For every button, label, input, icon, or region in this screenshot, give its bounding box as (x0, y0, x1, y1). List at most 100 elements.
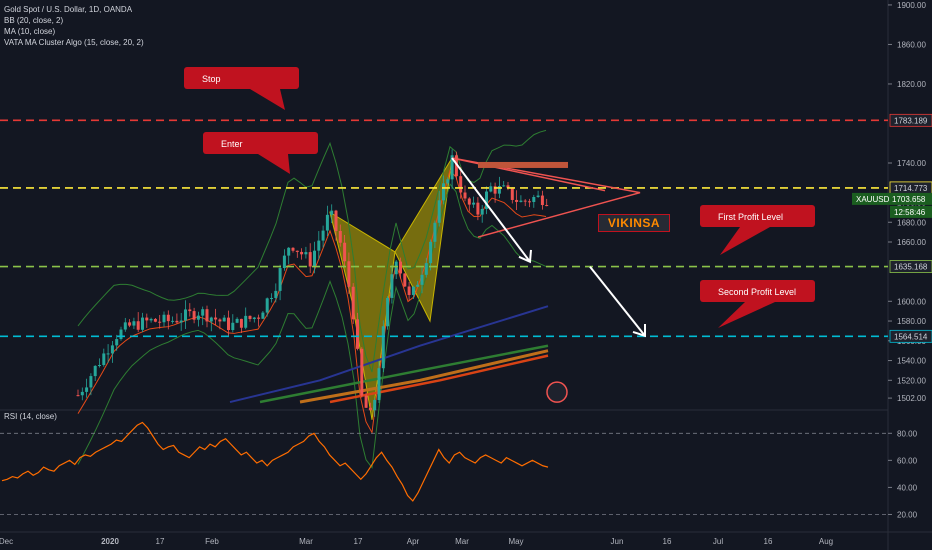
candle-body (381, 326, 385, 369)
candle-body (300, 251, 304, 255)
price-axis[interactable]: 1900.001860.001820.001740.001700.001680.… (852, 1, 932, 520)
candle-body (403, 273, 407, 287)
rsi-tick-label: 60.00 (897, 456, 918, 465)
legend-ma[interactable]: MA (10, close) (4, 27, 56, 36)
enter-callout-pointer (258, 154, 290, 174)
candle-body (540, 195, 544, 206)
candle-body (76, 395, 80, 397)
candle-body (248, 315, 252, 320)
second-profit-callout-label: Second Profit Level (718, 287, 797, 297)
candle-body (528, 201, 531, 203)
time-tick-label: 16 (764, 537, 773, 546)
candle-body (257, 317, 261, 319)
price-tick-label: 1520.00 (897, 376, 926, 385)
candle-body (128, 322, 132, 326)
time-tick-label: Feb (205, 537, 219, 546)
candle-body (523, 200, 527, 202)
candle-body (179, 320, 183, 323)
candle-body (196, 315, 200, 320)
candle-body (274, 290, 278, 298)
trend-drawings (250, 89, 775, 403)
rsi-legend[interactable]: RSI (14, close) (4, 412, 57, 421)
candle-body (132, 321, 136, 326)
current-ticker-label: XAUUSD (856, 195, 890, 204)
ma-line (77, 169, 547, 435)
candlesticks (76, 149, 549, 417)
candle-body (205, 309, 209, 322)
candle-body (136, 321, 140, 330)
price-tick-label: 1900.00 (897, 1, 926, 10)
time-tick-label: Mar (299, 537, 313, 546)
time-tick-label: Jul (713, 537, 723, 546)
time-tick-label: Mar (455, 537, 469, 546)
candle-body (317, 240, 321, 251)
arrow-two-shaft (589, 266, 646, 337)
stop-price-badge (889, 113, 932, 127)
stop-callout[interactable]: Stop (184, 67, 299, 89)
candle-body (287, 247, 291, 256)
candle-body (321, 230, 325, 241)
candle-body (442, 183, 445, 201)
candle-body (231, 322, 235, 331)
candle-body (338, 230, 342, 243)
event-marker (546, 381, 568, 403)
time-tick-label: 17 (354, 537, 363, 546)
candle-body (347, 261, 351, 287)
candle-body (377, 368, 381, 401)
candle-body (416, 284, 420, 287)
candle-body (325, 214, 329, 231)
candle-body (282, 255, 286, 269)
candle-body (399, 261, 402, 274)
second-profit-callout[interactable]: Second Profit Level (700, 280, 815, 302)
candle-body (454, 155, 458, 177)
candle-body (545, 205, 549, 207)
candle-body (153, 318, 157, 322)
candle-body (343, 242, 347, 262)
candle-body (270, 297, 273, 299)
price-tick-label: 1540.00 (897, 357, 926, 366)
second-profit-price-badge (889, 329, 932, 343)
candle-body (433, 222, 437, 242)
candle-body (497, 186, 501, 194)
first-profit-callout-label: First Profit Level (718, 212, 784, 222)
rsi-tick-label: 80.00 (897, 429, 918, 438)
candle-body (192, 311, 196, 320)
candle-body (123, 322, 127, 330)
author-signature: VIKINSA (598, 214, 670, 232)
candle-body (446, 179, 450, 184)
candle-body (239, 318, 243, 328)
countdown-badge (890, 205, 932, 218)
time-tick-label: Aug (819, 537, 833, 546)
legend-symbol[interactable]: Gold Spot / U.S. Dollar, 1D, OANDA (4, 5, 133, 14)
resistance-box (478, 161, 568, 168)
candle-body (515, 199, 519, 202)
legend-bb[interactable]: BB (20, close, 2) (4, 16, 64, 25)
ma-cluster-orange (299, 349, 549, 404)
candle-body (119, 329, 123, 340)
time-tick-label: May (508, 537, 523, 546)
first-profit-callout-pointer (720, 227, 770, 255)
candle-body (334, 210, 338, 231)
candle-body (171, 320, 175, 322)
candle-body (102, 353, 106, 365)
time-axis[interactable]: Dec 2020 17 Feb Mar 17 Apr Mar May Jun 16 Jul 16 Aug (0, 537, 833, 546)
candle-body (214, 317, 218, 320)
candle-body (162, 314, 166, 323)
candle-body (360, 348, 364, 396)
candle-body (244, 315, 248, 328)
time-tick-label: 2020 (101, 537, 119, 546)
countdown-label: 12:58:46 (894, 208, 926, 217)
enter-callout[interactable]: Enter (203, 132, 318, 154)
candle-body (89, 376, 93, 388)
first-profit-callout[interactable]: First Profit Level (700, 205, 815, 227)
bb-lower-band (77, 183, 547, 469)
candle-body (364, 395, 368, 408)
candle-body (175, 320, 179, 323)
candle-body (394, 261, 398, 275)
candle-body (158, 321, 162, 323)
enter-price-label: 1714.773 (894, 184, 928, 193)
legend-vata[interactable]: VATA MA Cluster Algo (15, close, 20, 2) (4, 38, 144, 47)
candle-body (510, 187, 514, 200)
